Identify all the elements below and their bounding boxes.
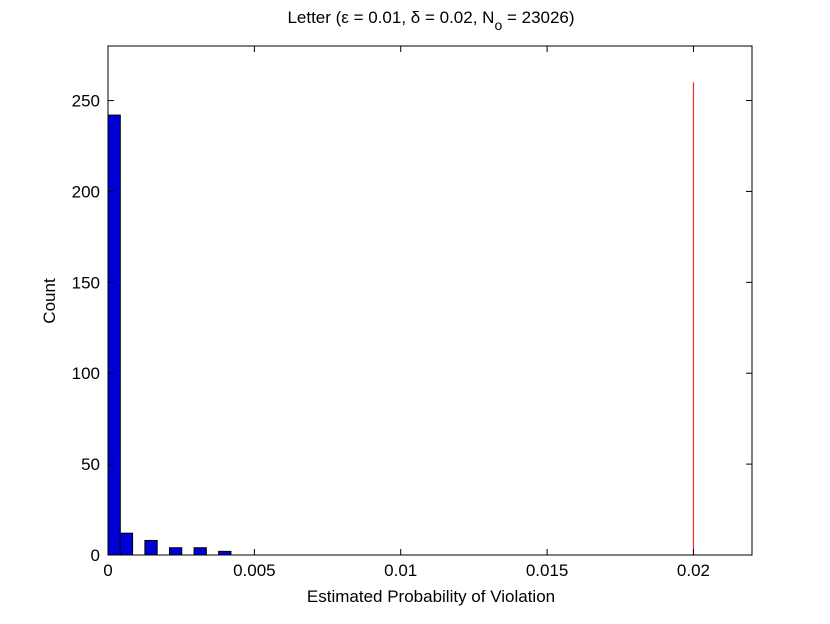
y-tick-label-2: 100 bbox=[72, 364, 100, 383]
histogram-bar-7 bbox=[193, 547, 207, 556]
plot-area: 0 0.005 0.01 0.015 0.02 0 50 100 150 200 250 bbox=[72, 45, 753, 580]
chart-title-suffix: = 23026) bbox=[502, 8, 574, 27]
histogram-bar-5 bbox=[168, 547, 183, 556]
y-tick-label-5: 250 bbox=[72, 92, 100, 111]
y-tick-label-1: 50 bbox=[81, 455, 100, 474]
x-tick-label-2: 0.01 bbox=[384, 561, 417, 580]
y-tick-label-3: 150 bbox=[72, 273, 100, 292]
y-tick-label-0: 0 bbox=[91, 546, 100, 565]
histogram-bar-3 bbox=[144, 539, 158, 556]
axes-frame bbox=[107, 45, 753, 556]
x-tick-label-1: 0.005 bbox=[233, 561, 276, 580]
histogram-bar-0 bbox=[107, 114, 121, 556]
chart-title-prefix: Letter (ε = 0.01, δ = 0.02, N bbox=[287, 8, 494, 27]
plot-background bbox=[108, 46, 752, 555]
y-tick-label-4: 200 bbox=[72, 182, 100, 201]
histogram-bar-1 bbox=[119, 532, 134, 556]
x-tick-label-0: 0 bbox=[103, 561, 112, 580]
x-axis-label: Estimated Probability of Violation bbox=[307, 587, 555, 606]
histogram-bar-9 bbox=[218, 550, 232, 556]
x-tick-label-4: 0.02 bbox=[677, 561, 710, 580]
chart-title: Letter (ε = 0.01, δ = 0.02, No = 23026) bbox=[287, 8, 574, 33]
x-tick-label-3: 0.015 bbox=[526, 561, 569, 580]
chart-title-subscript: o bbox=[494, 17, 502, 33]
y-axis-label: Count bbox=[40, 278, 59, 324]
